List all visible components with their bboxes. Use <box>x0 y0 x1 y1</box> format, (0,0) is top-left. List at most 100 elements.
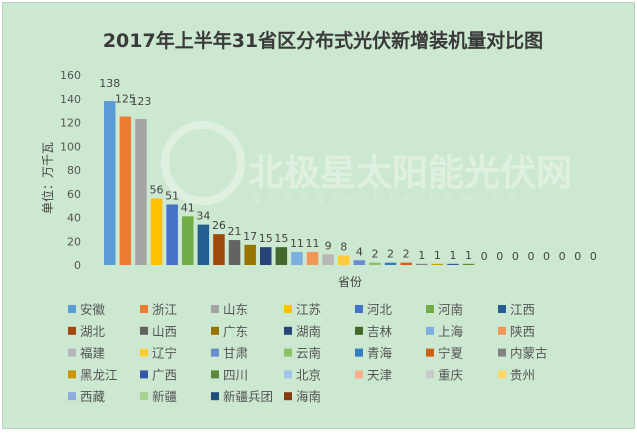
legend-swatch <box>140 392 148 401</box>
legend-item: 陕西 <box>498 324 535 339</box>
bar-河北 <box>166 204 178 265</box>
legend-item: 广东 <box>211 324 248 339</box>
y-axis-label: 单位：万千瓦 <box>40 142 55 214</box>
legend-item: 福建 <box>68 346 106 361</box>
data-label: 11 <box>290 237 304 250</box>
data-label: 125 <box>115 93 136 106</box>
legend-swatch <box>211 392 219 401</box>
legend-item: 青海 <box>355 346 393 361</box>
legend-label: 浙江 <box>152 302 177 317</box>
data-label: 0 <box>559 250 566 263</box>
data-label: 2 <box>371 248 378 261</box>
legend-swatch <box>68 370 76 379</box>
data-label: 0 <box>574 250 581 263</box>
legend-item: 广西 <box>140 367 177 382</box>
y-tick-label: 80 <box>67 164 81 177</box>
data-label: 41 <box>181 201 195 214</box>
legend-label: 河南 <box>438 302 463 317</box>
y-tick-label: 100 <box>60 140 81 153</box>
data-label: 0 <box>512 250 519 263</box>
legend-item: 西藏 <box>68 389 106 404</box>
data-label: 0 <box>496 250 503 263</box>
legend-item: 黑龙江 <box>68 367 118 382</box>
legend-item: 宁夏 <box>426 346 464 361</box>
bar-山西 <box>228 240 241 265</box>
legend-item: 河北 <box>355 302 393 317</box>
legend-label: 湖南 <box>296 324 321 339</box>
legend-label: 宁夏 <box>438 346 464 361</box>
legend-item: 天津 <box>355 367 392 382</box>
bar-内蒙古 <box>416 263 428 265</box>
legend-label: 江西 <box>510 302 535 317</box>
bar-黑龙江 <box>431 263 444 265</box>
legend-item: 甘肃 <box>211 346 248 361</box>
data-label: 34 <box>196 210 210 223</box>
data-label: 51 <box>165 189 179 202</box>
legend-swatch <box>426 305 434 313</box>
data-label: 1 <box>449 249 456 262</box>
data-label: 2 <box>403 248 410 261</box>
legend-label: 海南 <box>296 389 321 404</box>
bar-chart: 北极星太阳能光伏网 guangfu.bjx.com.cn 2017年上半年31省… <box>40 29 597 404</box>
data-label: 0 <box>543 250 550 263</box>
chart-title: 2017年上半年31省区分布式光伏新增装机量对比图 <box>103 29 543 52</box>
legend-swatch <box>426 348 434 357</box>
bar-广西 <box>447 263 459 265</box>
bar-吉林 <box>275 247 288 265</box>
legend-label: 湖北 <box>80 324 106 339</box>
legend-swatch <box>140 326 148 335</box>
data-label: 56 <box>150 184 164 197</box>
bar-云南 <box>369 262 381 265</box>
bar-青海 <box>384 262 397 265</box>
legend-item: 贵州 <box>498 367 535 382</box>
legend-item: 北京 <box>284 367 321 382</box>
y-tick-label: 160 <box>60 69 81 82</box>
legend-swatch <box>498 348 506 357</box>
legend-label: 甘肃 <box>223 346 248 361</box>
legend-label: 山西 <box>152 324 177 339</box>
legend-item: 上海 <box>426 324 464 339</box>
data-label: 1 <box>418 249 425 262</box>
data-label: 4 <box>356 245 363 258</box>
bar-甘肃 <box>353 260 366 265</box>
bar-河南 <box>182 216 194 265</box>
legend-label: 上海 <box>438 324 464 339</box>
bar-山东 <box>135 118 147 265</box>
bar-辽宁 <box>338 255 350 265</box>
legend-item: 四川 <box>211 367 248 382</box>
chart-frame: 北极星太阳能光伏网 guangfu.bjx.com.cn 2017年上半年31省… <box>2 2 635 429</box>
legend-label: 安徽 <box>80 302 106 317</box>
bar-湖南 <box>260 247 272 265</box>
legend-swatch <box>68 392 76 401</box>
legend-label: 新疆 <box>152 389 177 404</box>
legend-label: 贵州 <box>510 367 535 382</box>
legend-label: 陕西 <box>510 324 535 339</box>
legend-swatch <box>140 348 148 357</box>
y-tick-label: 40 <box>67 212 81 225</box>
legend-swatch <box>284 348 292 357</box>
legend-swatch <box>355 326 363 335</box>
data-label: 17 <box>243 230 257 243</box>
legend-swatch <box>211 348 219 357</box>
legend-label: 山东 <box>223 302 248 317</box>
legend-label: 西藏 <box>80 389 106 404</box>
legend-label: 福建 <box>80 346 106 361</box>
legend-swatch <box>355 305 363 313</box>
legend-label: 重庆 <box>438 367 464 382</box>
bar-福建 <box>322 254 334 265</box>
legend-swatch <box>68 348 76 357</box>
bar-安徽 <box>104 101 116 265</box>
bar-宁夏 <box>400 262 412 265</box>
legend-label: 新疆兵团 <box>223 389 273 404</box>
bar-湖北 <box>213 234 225 265</box>
legend-label: 广东 <box>223 324 248 339</box>
legend-swatch <box>211 305 219 313</box>
legend-swatch <box>140 370 148 379</box>
legend-item: 新疆兵团 <box>211 389 273 404</box>
watermark-logo-icon <box>161 121 245 205</box>
legend-swatch <box>211 326 219 335</box>
y-tick-label: 20 <box>67 235 81 248</box>
legend-swatch <box>498 305 506 313</box>
legend-item: 辽宁 <box>140 346 177 361</box>
legend-item: 云南 <box>284 346 321 361</box>
